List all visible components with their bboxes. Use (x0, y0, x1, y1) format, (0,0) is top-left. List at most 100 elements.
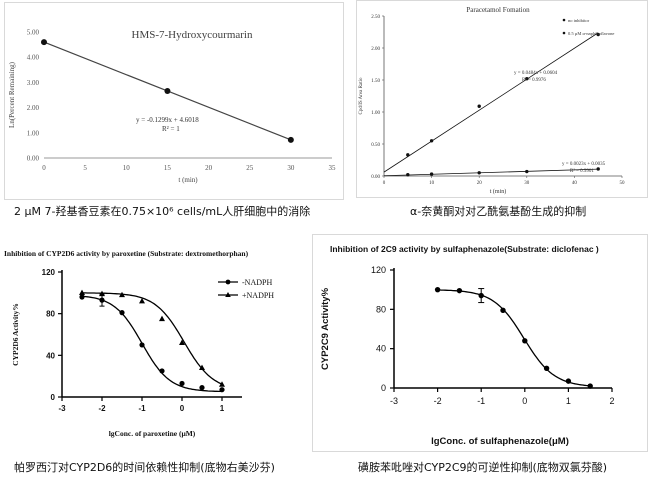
legend-label: 0.5 µM α-naphthoflavone (568, 31, 614, 36)
x-tick-label: -3 (390, 396, 398, 406)
y-tick-label: 120 (371, 265, 386, 275)
data-point-no-inhibitor (429, 139, 434, 143)
data-point-plus-nadph (99, 290, 105, 297)
chart-frame (0, 238, 300, 450)
y-tick-label: 120 (42, 268, 56, 277)
cyp2d6-chart: Inhibition of CYP2D6 activity by paroxet… (4, 249, 274, 438)
data-point-minus-nadph (119, 310, 125, 316)
x-tick-label: 30 (287, 164, 295, 172)
x-tick-label: 2 (609, 396, 614, 406)
x-axis-label: t (min) (490, 188, 507, 195)
y-tick-label: 1.50 (371, 79, 380, 84)
trendline-equation: y = -0.1299x + 4.6018 (136, 116, 199, 124)
x-tick-label: -2 (98, 404, 106, 413)
x-tick-label: -2 (434, 396, 442, 406)
x-tick-label: 50 (620, 181, 626, 186)
data-point-plus-nadph (179, 339, 185, 346)
data-point-minus-nadph (159, 368, 165, 374)
data-point (565, 378, 572, 384)
chart-frame (312, 234, 648, 452)
fit-curve-minus-nadph (81, 295, 223, 393)
chart-title: Paracetamol Fomation (466, 6, 530, 14)
chart-title: HMS-7-Hydroxycourmarin (132, 29, 253, 41)
data-point-minus-nadph (219, 387, 225, 393)
caption-elimination: 2 µM 7-羟基香豆素在0.75×10⁶ cells/mL人肝细胞中的消除 (14, 205, 311, 218)
chart-title: Inhibition of 2C9 activity by sulfaphena… (330, 244, 599, 254)
chart-panel-cyp2d6: Inhibition of CYP2D6 activity by paroxet… (0, 238, 300, 450)
data-point-plus-nadph (139, 297, 145, 304)
x-axis-label: t (min) (178, 176, 198, 184)
x-axis-label: lgConc. of sulfaphenazole(μM) (431, 436, 569, 447)
x-tick-label: 1 (220, 404, 225, 413)
x-tick-label: 0 (42, 164, 46, 172)
legend-label: -NADPH (242, 278, 272, 287)
x-tick-label: -1 (138, 404, 146, 413)
elimination-chart: HMS-7-Hydroxycourmarin 0 5 10 15 20 25 30 35 0.00… (8, 29, 336, 185)
x-tick-label: -3 (58, 404, 66, 413)
legend-marker (225, 279, 231, 285)
trendline-equation: y = 0.0023x + 0.0035 (562, 162, 606, 167)
data-point (587, 383, 593, 389)
data-point (164, 87, 171, 94)
y-tick-label: 1.00 (27, 129, 40, 137)
y-tick-label: 5.00 (27, 29, 40, 37)
y-tick-label: 3.00 (27, 79, 40, 87)
data-point-no-inhibitor (596, 32, 600, 37)
data-point-inhibitor (596, 167, 600, 171)
legend-marker (562, 31, 566, 35)
y-axis-label: Cpd/IS Area Ratio (359, 77, 364, 114)
trendline-no-inhibitor (383, 32, 599, 173)
y-axis-label: CYP2C9 Activity% (320, 287, 331, 370)
data-point (434, 286, 441, 293)
y-tick-label: 0 (51, 393, 56, 402)
legend-label: +NADPH (242, 291, 274, 300)
paracetamol-chart: Paracetamol Fomation 0 10 20 30 40 50 0.00 0.50 1… (359, 6, 626, 195)
x-tick-label: 1 (566, 396, 571, 406)
data-point-no-inhibitor (477, 104, 481, 108)
caption-paracetamol: α-奈黄酮对对乙酰氨基酚生成的抑制 (410, 205, 587, 218)
r-squared-label: R² = 0.9901 (570, 168, 594, 174)
x-axis-label: lgConc. of paroxetine (μM) (109, 429, 196, 438)
data-point-inhibitor (477, 171, 481, 175)
data-point-plus-nadph (79, 289, 85, 296)
x-tick-label: -1 (477, 396, 485, 406)
cyp2c9-chart: Inhibition of 2C9 activity by sulfaphena… (320, 244, 615, 447)
fit-curve (437, 289, 591, 387)
data-point (543, 365, 550, 372)
y-tick-label: 80 (46, 310, 55, 319)
y-tick-label: 0.00 (27, 155, 40, 163)
x-tick-label: 30 (524, 181, 530, 186)
y-axis-label: CYP2D6 Activity% (11, 303, 20, 366)
x-tick-label: 25 (246, 164, 254, 172)
legend-marker (225, 292, 231, 297)
data-point-minus-nadph (79, 294, 85, 300)
trendline-inhibitor (383, 168, 599, 177)
chart-panel-paracetamol: Paracetamol Fomation 0 10 20 30 40 50 0.00 0.50 1… (356, 0, 648, 198)
legend-label: no inhibitor (568, 18, 590, 23)
x-tick-label: 20 (477, 181, 483, 186)
x-tick-label: 15 (164, 164, 172, 172)
y-tick-label: 2.50 (371, 15, 380, 20)
x-tick-label: 0 (383, 181, 386, 186)
y-axis-label: Ln(Percent Remaining) (8, 61, 16, 128)
y-tick-label: 0.50 (371, 143, 380, 148)
r-squared-label: R² = 1 (162, 125, 180, 133)
data-point-inhibitor (525, 169, 529, 174)
chart-title: Inhibition of CYP2D6 activity by paroxet… (4, 249, 249, 258)
data-point (522, 338, 528, 344)
x-tick-label: 40 (572, 181, 578, 186)
data-point-plus-nadph (219, 381, 225, 387)
chart-panel-cyp2c9: Inhibition of 2C9 activity by sulfaphena… (312, 234, 648, 452)
chart-panel-elimination: HMS-7-Hydroxycourmarin 0 5 10 15 20 25 30 35 0.00… (4, 2, 344, 202)
y-tick-label: 2.00 (371, 47, 380, 52)
data-point-plus-nadph (159, 315, 165, 322)
chart-frame (356, 0, 648, 198)
data-point-inhibitor (406, 173, 410, 177)
data-point (287, 136, 294, 143)
data-point-minus-nadph (139, 342, 145, 348)
x-tick-label: 20 (205, 164, 213, 172)
data-point-no-inhibitor (406, 153, 410, 157)
y-tick-label: 2.00 (27, 104, 40, 112)
y-tick-label: 1.00 (371, 111, 380, 116)
data-point-minus-nadph (179, 380, 185, 387)
